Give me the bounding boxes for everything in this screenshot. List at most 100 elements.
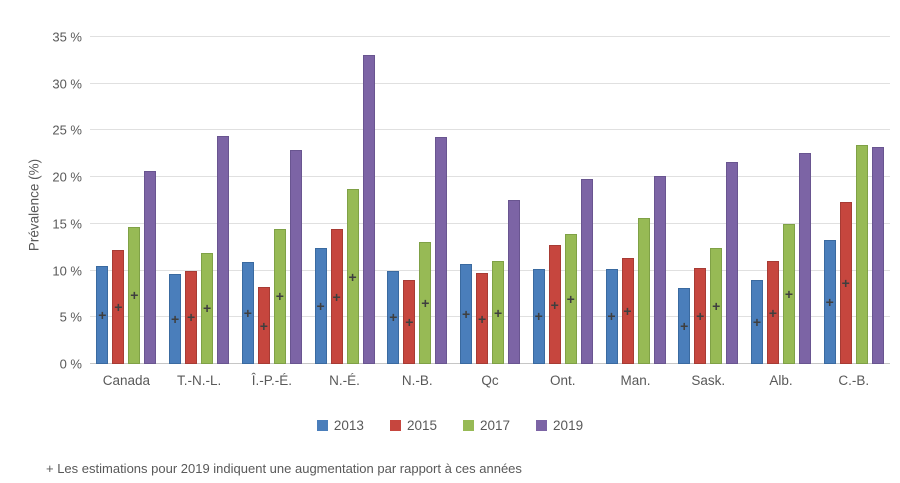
legend-swatch [463,420,474,431]
footnote: + Les estimations pour 2019 indiquent un… [46,461,522,476]
legend-item: 2017 [463,418,510,433]
plus-marker: + [784,285,794,302]
plus-marker: + [405,313,414,330]
x-axis-label: Qc [481,373,499,388]
plus-marker: + [696,307,705,324]
x-axis-label: Alb. [769,373,793,388]
plus-marker: + [841,275,850,292]
bar-group: + + + N.-É. [308,37,381,388]
plus-marker: + [171,311,180,328]
bar-2017 [637,218,650,364]
legend-swatch [389,420,401,431]
y-tick-label: 25 % [52,122,82,138]
bar-2013: + [605,268,618,364]
bar-2015: + [548,245,561,364]
legend-swatch [316,420,328,431]
x-axis-line [90,363,890,364]
y-tick-label: 30 % [52,76,82,92]
bar-2013: + [678,288,691,364]
plus-marker: + [114,299,123,316]
plus-marker: + [623,303,632,320]
x-axis-label: N.-B. [401,373,433,388]
plus-marker: + [534,308,543,325]
x-axis-label: Î.-P.-É. [251,373,292,388]
x-axis-label: T.-N.-L. [176,373,222,388]
y-tick-label: 20 % [52,169,82,185]
bar-2015: + [112,250,125,364]
y-tick-label: 10 % [52,263,82,279]
bar-2017: + [273,228,286,364]
plus-marker: + [712,298,721,315]
plus-marker: + [550,296,559,313]
gridline [90,316,890,318]
gridline [90,269,890,271]
legend-label: 2013 [333,418,364,433]
plus-marker: + [259,317,268,334]
gridline [90,176,890,178]
plus-marker: + [130,287,139,304]
legend-item: 2015 [389,418,437,433]
bar-2015: + [185,270,198,364]
plus-marker: + [477,310,487,327]
bar-group: + + + Î.-P.-É. [235,37,308,388]
bar-group: + + Man. [599,37,672,388]
bar-2017: + [564,234,577,364]
bar-2017: + [492,261,505,364]
x-axis-label: C.-B. [838,373,870,388]
bar-group: + + + T.-N.-L. [163,37,236,388]
bar-2015: + [839,202,852,364]
bar-2017: + [782,223,795,364]
gridline [90,129,890,131]
plus-marker: + [316,298,325,315]
bar-group: + + C.-B. [817,37,890,388]
bar-2019 [508,199,521,364]
plus-marker: + [680,318,689,335]
bar-2015: + [694,267,707,364]
plot-area: + + + Canada + + + T.-N.-L. + + + Î.-P.-É. + + + N.-É. +… [90,36,890,388]
x-axis-label: N.-É. [329,373,360,388]
legend-label: 2019 [553,418,584,433]
plus-marker: + [332,288,341,305]
gridline [90,82,890,84]
x-axis-label: Ont. [550,373,576,388]
plus-marker: + [752,313,762,330]
bar-2019 [217,136,230,364]
bar-2013: + [532,268,545,364]
legend-item: 2013 [316,418,364,433]
bar-2017: + [419,241,432,364]
plus-marker: + [187,309,196,326]
bar-2013: + [823,239,836,364]
bar-2015: + [330,229,343,364]
bar-2013: + [750,279,763,364]
legend-item: 2019 [536,418,583,433]
y-tick-label: 35 % [52,29,82,45]
y-axis: 0 % 5 % 10 % 15 % 20 % 25 % 30 % 35 % [0,30,82,372]
plus-marker: + [768,304,778,321]
x-axis-label: Canada [102,373,151,388]
bar-group: + + + Alb. [745,37,818,388]
bar-2019 [144,170,157,364]
y-tick-label: 5 % [59,309,82,325]
bar-2019 [435,136,448,364]
legend: 2013 2015 2017 2019 [0,418,900,433]
x-axis-label: Man. [620,373,651,388]
bar-2013: + [387,270,400,364]
bar-2015: + [403,279,416,364]
bar-2015: + [621,258,634,364]
legend-swatch [536,420,548,431]
bar-group: + + + N.-B. [381,37,454,388]
plus-marker: + [275,288,284,305]
bar-2015: + [766,261,779,364]
bar-2019 [653,176,666,364]
x-axis-label: Sask. [691,373,726,388]
gridline [90,222,890,224]
gridline [90,36,890,37]
plus-marker: + [243,305,252,322]
bar-2013: + [460,264,473,364]
bar-2015: + [476,273,489,364]
bar-2015: + [257,287,270,364]
legend-label: 2017 [480,418,511,433]
bar-2017: + [710,248,723,364]
plus-marker: + [203,300,212,317]
